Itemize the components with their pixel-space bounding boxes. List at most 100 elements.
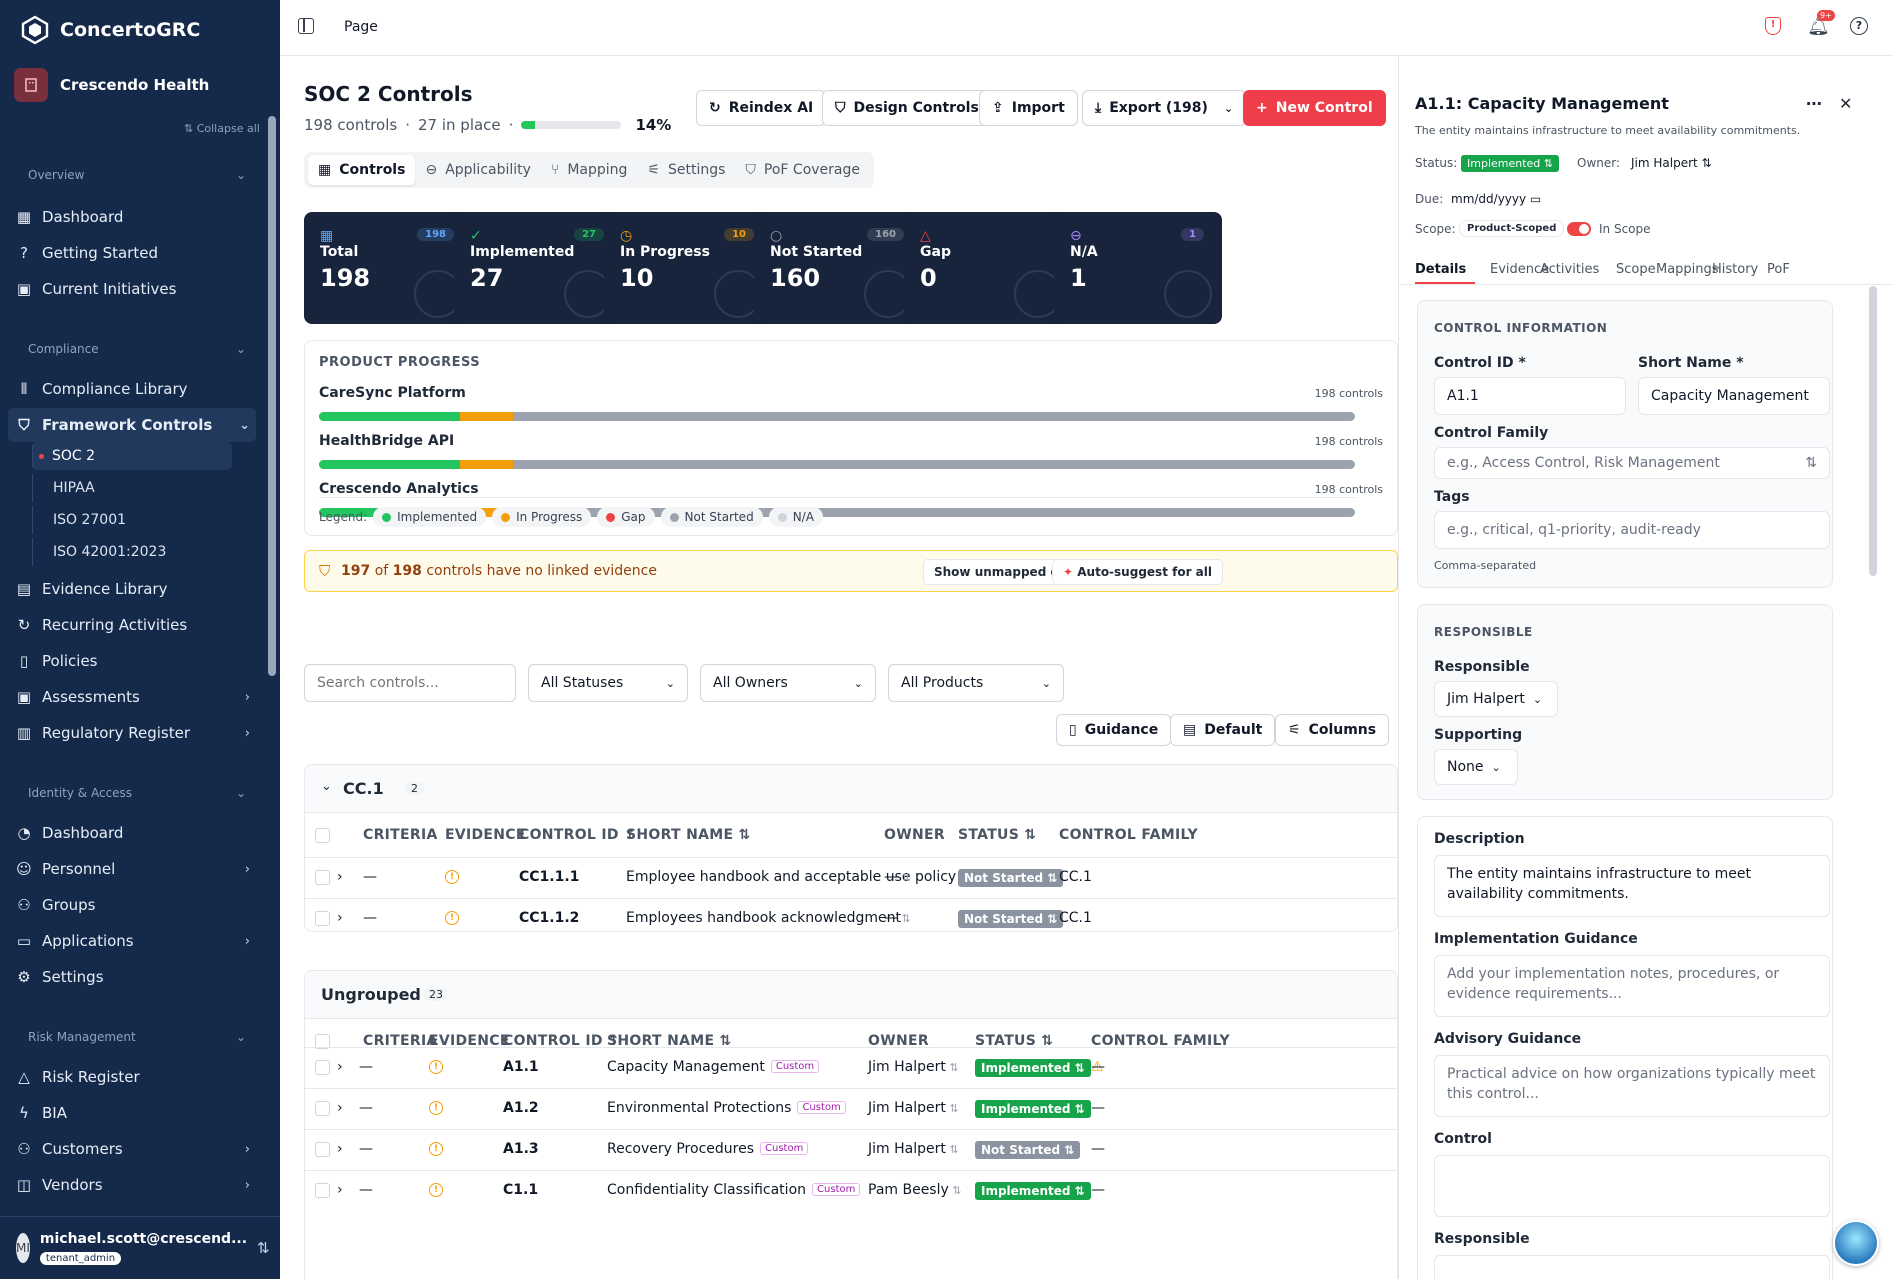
col-control-family[interactable]: CONTROL FAMILY bbox=[1059, 827, 1198, 843]
tab-settings[interactable]: ⚟ Settings bbox=[637, 155, 735, 185]
col-short-name[interactable]: SHORT NAME ⇅ bbox=[607, 1033, 732, 1049]
panel-tab-details[interactable]: Details bbox=[1415, 262, 1467, 277]
nav-recurring-activities[interactable]: ↻ Recurring Activities bbox=[14, 608, 256, 642]
row-checkbox[interactable] bbox=[315, 911, 330, 926]
chevron-right-icon[interactable]: › bbox=[337, 1100, 343, 1116]
alert-circle-icon[interactable]: ! bbox=[445, 870, 459, 884]
tags-input[interactable]: e.g., critical, q1-priority, audit-ready bbox=[1434, 511, 1830, 549]
tab-pof-coverage[interactable]: ⛉ PoF Coverage bbox=[735, 155, 870, 185]
reindex-ai-button[interactable]: ↻ Reindex AI bbox=[696, 90, 827, 126]
tenant-switcher[interactable]: Crescendo Health bbox=[14, 68, 209, 102]
owner-select[interactable]: — ⇅ bbox=[884, 869, 911, 885]
nav-assessments[interactable]: ▣ Assessments › bbox=[14, 680, 256, 714]
row-checkbox[interactable] bbox=[315, 1183, 330, 1198]
auto-suggest-button[interactable]: ✦ Auto-suggest for all bbox=[1052, 559, 1223, 585]
row-checkbox[interactable] bbox=[315, 870, 330, 885]
tab-mapping[interactable]: ⑂ Mapping bbox=[541, 155, 638, 185]
status-select[interactable]: Not Started ⇅ bbox=[975, 1141, 1081, 1159]
control-family-select[interactable]: e.g., Access Control, Risk Management ⇅ bbox=[1434, 447, 1830, 479]
owner-select[interactable]: Jim Halpert ⇅ bbox=[868, 1141, 959, 1157]
chevron-right-icon[interactable]: › bbox=[337, 869, 343, 885]
product-filter[interactable]: All Products ⌄ bbox=[888, 664, 1064, 702]
panel-tab-scope[interactable]: Scope bbox=[1616, 262, 1656, 277]
chevron-right-icon[interactable]: › bbox=[337, 1141, 343, 1157]
collapse-all-button[interactable]: ⇅ Collapse all bbox=[184, 122, 260, 135]
status-select[interactable]: Implemented ⇅ bbox=[975, 1182, 1091, 1200]
import-button[interactable]: ⇪ Import bbox=[979, 90, 1078, 126]
implementation-guidance-textarea[interactable]: Add your implementation notes, procedure… bbox=[1434, 955, 1830, 1017]
bell-icon[interactable]: 🔔︎ bbox=[1807, 16, 1830, 37]
panel-tab-activities[interactable]: Activities bbox=[1540, 262, 1600, 277]
nav-groups[interactable]: ⚇ Groups bbox=[14, 888, 256, 922]
user-menu[interactable]: MI michael.scott@crescend... tenant_admin… bbox=[0, 1216, 280, 1279]
columns-button[interactable]: ⚟ Columns bbox=[1275, 714, 1390, 746]
row-checkbox[interactable] bbox=[315, 1142, 330, 1157]
control-id-cell[interactable]: A1.2 bbox=[503, 1100, 539, 1116]
app-logo[interactable]: ConcertoGRC bbox=[20, 14, 200, 46]
in-scope-toggle[interactable] bbox=[1567, 222, 1591, 236]
sub-soc2[interactable]: SOC 2 bbox=[32, 442, 232, 470]
nav-vendors[interactable]: ◫ Vendors › bbox=[14, 1168, 256, 1202]
design-controls-button[interactable]: ⛉ Design Controls bbox=[822, 90, 992, 126]
section-identity[interactable]: Identity & Access ⌄ bbox=[28, 786, 246, 800]
scope-badge[interactable]: Product-Scoped bbox=[1459, 220, 1565, 237]
owner-select[interactable]: Jim Halpert ⇅ bbox=[868, 1059, 959, 1075]
section-compliance[interactable]: Compliance ⌄ bbox=[28, 342, 246, 356]
alert-circle-icon[interactable]: ! bbox=[429, 1183, 443, 1197]
sub-iso27001[interactable]: ISO 27001 bbox=[32, 506, 232, 534]
stat-card-gap[interactable]: △ Gap 0 bbox=[904, 212, 1072, 324]
owner-filter[interactable]: All Owners ⌄ bbox=[700, 664, 876, 702]
alert-circle-icon[interactable]: ! bbox=[429, 1101, 443, 1115]
nav-evidence-library[interactable]: ▤ Evidence Library bbox=[14, 572, 256, 606]
nav-policies[interactable]: ▯ Policies bbox=[14, 644, 256, 678]
select-all-checkbox[interactable] bbox=[315, 1034, 330, 1049]
nav-regulatory-register[interactable]: ▥ Regulatory Register › bbox=[14, 716, 256, 750]
short-name-cell[interactable]: Capacity Management Custom bbox=[607, 1059, 820, 1075]
description-textarea[interactable]: The entity maintains infrastructure to m… bbox=[1434, 855, 1830, 917]
owner-select[interactable]: Jim Halpert ⇅ bbox=[1631, 156, 1712, 170]
short-name-input[interactable]: Capacity Management bbox=[1638, 377, 1830, 415]
control-id-input[interactable]: A1.1 bbox=[1434, 377, 1626, 415]
nav-personnel[interactable]: ☺ Personnel › bbox=[14, 852, 256, 886]
nav-identity-settings[interactable]: ⚙ Settings bbox=[14, 960, 256, 994]
panel-tab-mappings[interactable]: Mappings bbox=[1656, 262, 1719, 277]
col-criteria[interactable]: CRITERIA bbox=[363, 1033, 438, 1049]
nav-compliance-library[interactable]: ⫴ Compliance Library bbox=[14, 372, 256, 406]
col-control-id[interactable]: CONTROL ID ↑ bbox=[503, 1033, 620, 1049]
col-control-family[interactable]: CONTROL FAMILY bbox=[1091, 1033, 1230, 1049]
due-date-input[interactable]: mm/dd/yyyy ▭ bbox=[1451, 192, 1542, 206]
status-select[interactable]: Implemented ⇅ bbox=[975, 1100, 1091, 1118]
col-status[interactable]: STATUS ⇅ bbox=[958, 827, 1037, 843]
short-name-cell[interactable]: Employees handbook acknowledgment bbox=[626, 910, 902, 926]
status-select[interactable]: Implemented ⇅ bbox=[1461, 155, 1560, 172]
shield-alert-icon[interactable]: ! bbox=[1765, 17, 1781, 35]
chevron-right-icon[interactable]: › bbox=[337, 1059, 343, 1075]
control-id-cell[interactable]: A1.1 bbox=[503, 1059, 539, 1075]
more-options-icon[interactable]: ⋯ bbox=[1806, 94, 1822, 113]
col-status[interactable]: STATUS ⇅ bbox=[975, 1033, 1054, 1049]
sub-iso42001[interactable]: ISO 42001:2023 bbox=[32, 538, 232, 566]
section-risk[interactable]: Risk Management ⌄ bbox=[28, 1030, 246, 1044]
nav-risk-register[interactable]: △ Risk Register bbox=[14, 1060, 256, 1094]
nav-framework-controls[interactable]: ⛉ Framework Controls ⌄ bbox=[8, 408, 256, 442]
chevron-right-icon[interactable]: › bbox=[337, 1182, 343, 1198]
status-filter[interactable]: All Statuses ⌄ bbox=[528, 664, 688, 702]
new-control-button[interactable]: + New Control bbox=[1243, 90, 1386, 126]
control-id-cell[interactable]: CC1.1.1 bbox=[519, 869, 580, 885]
tab-controls[interactable]: ▦ Controls bbox=[308, 155, 416, 185]
status-select[interactable]: Not Started ⇅ bbox=[958, 910, 1064, 928]
short-name-cell[interactable]: Environmental Protections Custom bbox=[607, 1100, 846, 1116]
export-button[interactable]: ⤓ Export (198) ⌄ bbox=[1082, 90, 1247, 126]
responsible-textarea[interactable] bbox=[1434, 1255, 1830, 1279]
short-name-cell[interactable]: Confidentiality Classification Custom bbox=[607, 1182, 861, 1198]
nav-bia[interactable]: ϟ BIA bbox=[14, 1096, 256, 1130]
status-select[interactable]: Not Started ⇅ bbox=[958, 869, 1064, 887]
chevron-right-icon[interactable]: › bbox=[337, 910, 343, 926]
col-short-name[interactable]: SHORT NAME ⇅ bbox=[626, 827, 751, 843]
alert-circle-icon[interactable]: ! bbox=[429, 1060, 443, 1074]
nav-dashboard[interactable]: ▦ Dashboard bbox=[14, 200, 256, 234]
panel-tab-evidence[interactable]: Evidence bbox=[1490, 262, 1550, 277]
col-owner[interactable]: OWNER bbox=[868, 1033, 929, 1049]
panel-tab-pof[interactable]: PoF bbox=[1767, 262, 1790, 277]
help-icon[interactable]: ? bbox=[1850, 17, 1868, 35]
